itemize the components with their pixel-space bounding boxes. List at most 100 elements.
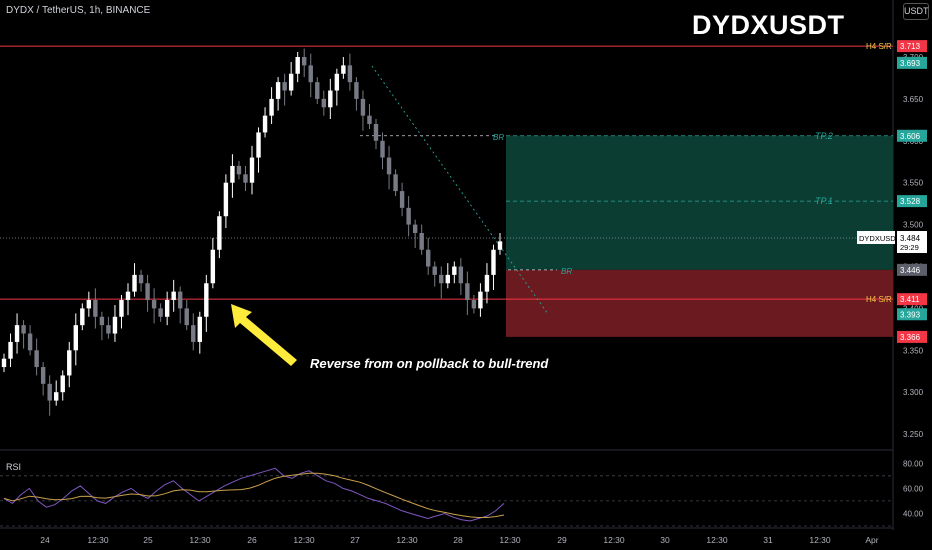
candle-body — [321, 98, 326, 108]
candle-body — [328, 90, 333, 108]
candle-body — [230, 165, 235, 183]
candle-body — [171, 291, 176, 301]
price-tick-label: 3.250 — [903, 430, 924, 439]
candle-body — [204, 283, 209, 317]
price-badge-entry — [897, 263, 927, 276]
current-symbol-tag — [857, 231, 895, 245]
candle-body — [432, 266, 437, 275]
candle-body — [132, 274, 137, 292]
candle-body — [34, 350, 39, 368]
tp1-label: TP.1 — [815, 196, 833, 206]
candle-body — [151, 300, 157, 309]
candle-body — [452, 266, 457, 275]
candle-body — [399, 191, 405, 208]
time-tick-label: 12:30 — [87, 535, 109, 545]
time-tick-label: 25 — [143, 535, 153, 545]
candle-body — [308, 65, 313, 83]
candle-body — [288, 73, 294, 91]
candle-body — [439, 274, 444, 284]
price-tick-label: 3.550 — [903, 179, 924, 188]
candle-body — [491, 249, 496, 275]
candle-body — [210, 249, 216, 284]
time-tick-label: 27 — [350, 535, 360, 545]
candle-body — [119, 300, 124, 317]
candle-body — [412, 224, 418, 233]
candle-body — [243, 174, 248, 183]
current-symbol-text: DYDXUSDT — [859, 234, 901, 243]
rsi-ma-line — [3, 472, 505, 518]
time-tick-label: 30 — [660, 535, 670, 545]
candle-body — [465, 283, 470, 301]
candle-body — [184, 308, 189, 326]
candle-body — [54, 392, 59, 401]
candle-body — [282, 82, 287, 91]
candle-body — [164, 300, 170, 317]
chart-title: DYDXUSDT — [692, 10, 845, 40]
candle-body — [478, 291, 483, 309]
price-tick-label: 3.500 — [903, 221, 924, 230]
candle-body — [86, 300, 92, 309]
rsi-tick-label: 60.00 — [903, 484, 924, 493]
candle-body — [60, 375, 65, 393]
candle-body — [191, 325, 196, 342]
price-badge-tp2 — [897, 129, 927, 142]
price-badge-text-tp2: 3.606 — [900, 132, 921, 141]
br-label-upper: BR — [493, 133, 504, 142]
candle-body — [406, 207, 411, 225]
candle-body — [302, 57, 307, 66]
candle-body — [236, 165, 242, 175]
candle-body — [367, 115, 372, 125]
time-tick-label: 12:30 — [189, 535, 211, 545]
candle-body — [269, 98, 274, 116]
candle-body — [223, 182, 229, 217]
candle-body — [393, 174, 398, 192]
time-tick-label: 12:30 — [396, 535, 418, 545]
candle-body — [315, 82, 320, 99]
stop-zone — [506, 269, 893, 337]
candle-body — [386, 157, 392, 175]
candle-body — [426, 249, 431, 267]
candle-body — [145, 283, 150, 301]
current-price-value: 3.484 — [900, 234, 921, 243]
currency-badge[interactable]: USDT — [903, 3, 929, 20]
price-badge-text-entry: 3.446 — [900, 266, 921, 275]
candle-body — [14, 325, 20, 342]
candle-body — [138, 274, 144, 284]
candle-body — [21, 325, 26, 334]
candle-body — [47, 383, 52, 401]
candle-body — [380, 140, 385, 158]
candle-body — [67, 350, 72, 376]
candle-body — [373, 124, 379, 141]
candle-body — [217, 216, 222, 250]
price-badge-h4_sr_upper — [897, 40, 927, 53]
price-badge-stop — [897, 330, 927, 343]
candle-body — [73, 325, 78, 351]
time-tick-label: 12:30 — [603, 535, 625, 545]
reverse-annotation: Reverse from on pollback to bull-trend — [310, 356, 549, 371]
countdown-text: 29:29 — [900, 243, 919, 252]
candle-body — [458, 266, 464, 284]
price-badge-h4_sr_lower — [897, 293, 927, 306]
time-tick-label: 12:30 — [293, 535, 315, 545]
rsi-tick-label: 80.00 — [903, 459, 924, 468]
candle-body — [295, 57, 300, 74]
candle-body — [40, 367, 46, 384]
trend-line — [371, 65, 549, 315]
candle-body — [106, 325, 111, 334]
h4-sr-lower-label: H4 S/R — [866, 295, 892, 304]
candle-body — [99, 316, 105, 326]
candle-body — [249, 157, 255, 183]
price-badge-text-upper_green: 3.693 — [900, 59, 921, 68]
price-badge-text-h4_sr_lower: 3.411 — [900, 295, 920, 304]
price-tick-label: 3.350 — [903, 346, 924, 355]
candle-body — [112, 316, 118, 334]
tp2-label: TP.2 — [815, 131, 833, 141]
price-tick-label: 3.650 — [903, 95, 924, 104]
br-label-lower: BR — [561, 267, 572, 276]
candle-body — [347, 65, 353, 83]
price-badge-text-h4_sr_upper: 3.713 — [900, 42, 921, 51]
candle-body — [445, 274, 450, 284]
candle-body — [1, 358, 7, 368]
candle-body — [334, 73, 340, 91]
